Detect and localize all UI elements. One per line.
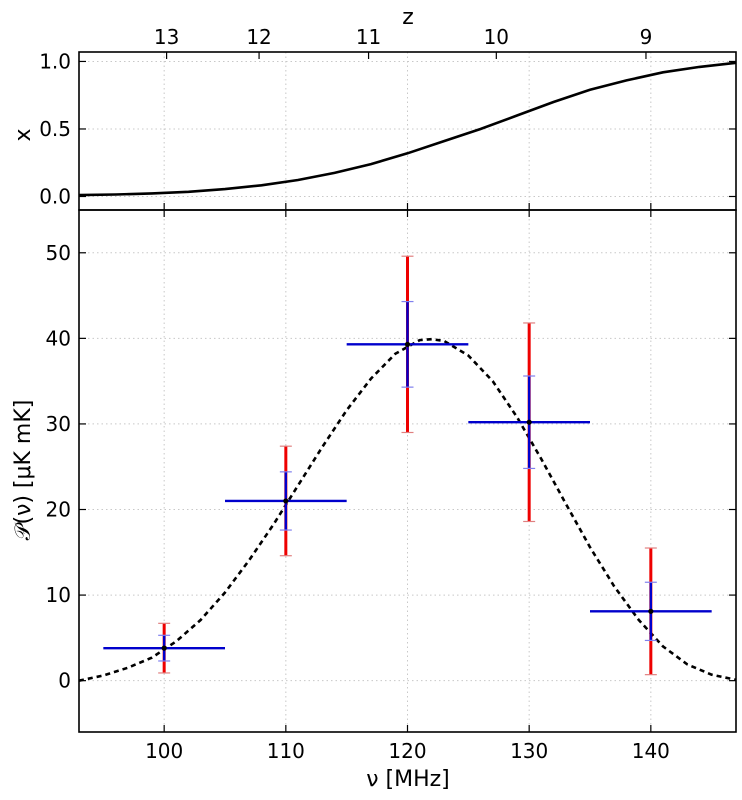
data-point-2 — [404, 341, 411, 347]
z-tick-label-3: 10 — [484, 25, 509, 49]
bottom-x-tick-label-0: 100 — [145, 739, 183, 763]
bottom-x-tick-label-4: 140 — [632, 739, 670, 763]
bottom-panel: 100 110 120 130 140 0 10 20 30 40 50 — [46, 209, 737, 763]
bottom-y-tick-label-3: 30 — [46, 412, 71, 436]
bottom-x-tick-label-3: 130 — [510, 739, 548, 763]
bottom-y-tick-label-1: 10 — [46, 583, 71, 607]
bottom-x-tick-label-1: 110 — [267, 739, 305, 763]
bottom-y-tick-label-4: 40 — [46, 326, 71, 350]
model-curve — [78, 337, 737, 682]
ionization-fraction-curve — [78, 61, 737, 197]
top-y-tick-label-1: 0.5 — [39, 117, 71, 141]
top-y-tick-label-2: 1.0 — [39, 49, 71, 73]
z-tick-label-0: 13 — [154, 25, 179, 49]
bottom-x-tick-label-2: 120 — [388, 739, 426, 763]
top-y-axis-title: x — [11, 128, 36, 141]
z-tick-label-2: 11 — [356, 25, 381, 49]
data-point-3 — [526, 419, 532, 425]
top-y-tick-label-0: 0.0 — [39, 184, 71, 208]
top-x-axis-title: z — [402, 5, 414, 30]
bottom-x-axis-title: ν [MHz] — [366, 767, 450, 792]
bottom-y-tick-label-2: 20 — [46, 498, 71, 522]
bottom-y-axis-title: 𝒫(ν) [μK mK] — [11, 400, 36, 541]
top-panel: 0.0 0.5 1.0 13 12 11 10 9 — [39, 25, 737, 211]
z-tick-label-4: 9 — [640, 25, 653, 49]
bottom-y-tick-label-5: 50 — [46, 241, 71, 265]
data-point-0 — [161, 645, 167, 651]
data-point-4 — [648, 608, 654, 614]
data-point-1 — [283, 498, 289, 504]
bottom-y-tick-label-0: 0 — [58, 669, 71, 693]
z-tick-label-1: 12 — [246, 25, 271, 49]
